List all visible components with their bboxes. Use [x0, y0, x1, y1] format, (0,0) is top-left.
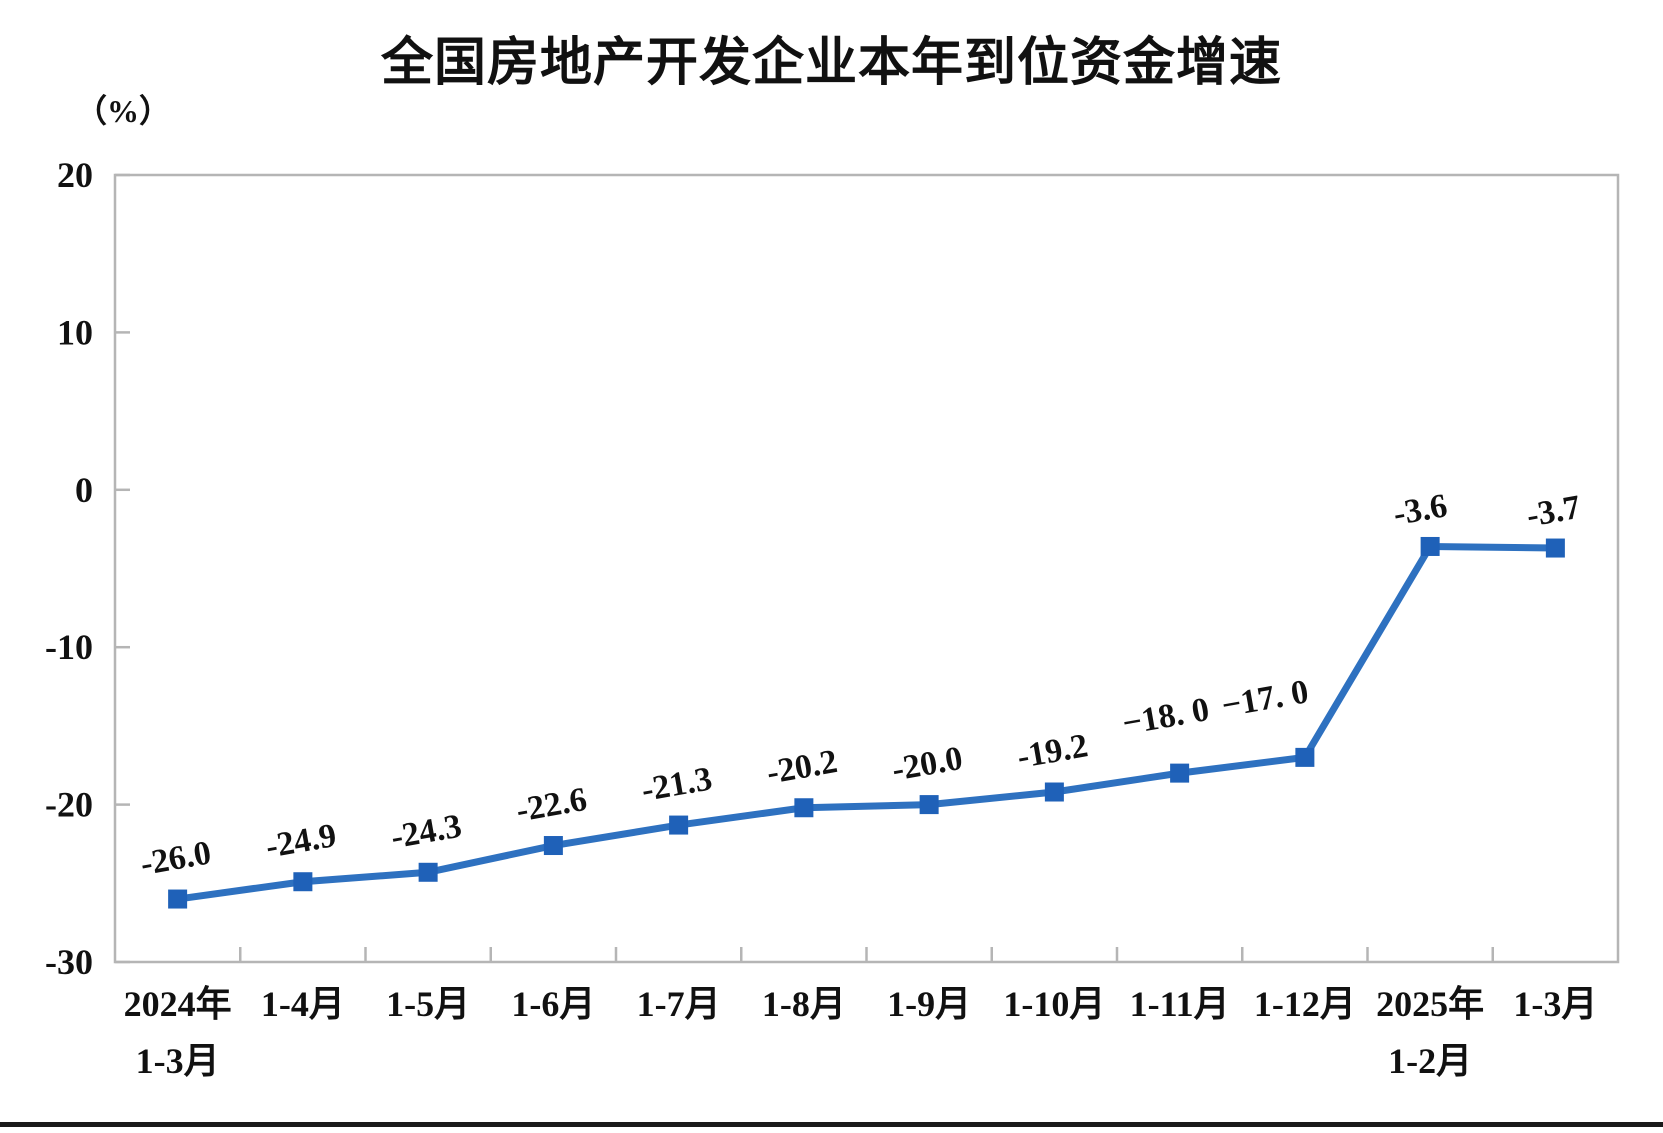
plot-border	[113, 173, 1620, 964]
data-point-label: -19.2	[1014, 727, 1090, 776]
data-series-line	[177, 542, 1556, 903]
data-point-label: -3.6	[1391, 487, 1450, 533]
data-point-label: -20.0	[889, 740, 965, 789]
data-point-label: -22.6	[513, 781, 589, 830]
data-point-label: -20.2	[764, 743, 840, 792]
data-point-marker	[1420, 536, 1440, 556]
x-tick-label: 1-3月	[1513, 984, 1597, 1024]
x-tick-label: 1-10月	[1003, 984, 1105, 1024]
x-tick-label: 1-12月	[1254, 984, 1356, 1024]
data-point-marker	[794, 798, 814, 818]
y-tick-label: -10	[45, 627, 93, 667]
y-tick-label: 20	[57, 155, 93, 195]
data-point-marker	[1044, 782, 1064, 802]
x-tick-label: 2024年	[124, 984, 232, 1024]
data-point-label: −18. 0	[1120, 691, 1212, 743]
data-point-marker	[1170, 763, 1190, 783]
data-point-marker	[1295, 747, 1315, 767]
data-point-marker	[168, 889, 188, 909]
x-tick-label: 1-9月	[887, 984, 971, 1024]
data-point-marker	[669, 815, 689, 835]
y-tick-label: -30	[45, 942, 93, 982]
data-point-marker	[543, 836, 563, 856]
data-point-label: -24.9	[263, 817, 339, 866]
y-axis-unit-label: （%）	[74, 93, 171, 129]
data-point-marker	[1545, 538, 1565, 558]
bottom-divider-rule	[0, 1122, 1663, 1127]
x-tick-label: 1-11月	[1130, 984, 1230, 1024]
data-point-label: -3.7	[1524, 489, 1583, 535]
x-tick-label: 1-2月	[1388, 1041, 1472, 1081]
y-tick-label: 10	[57, 312, 93, 352]
data-point-marker	[293, 872, 313, 892]
x-tick-label: 1-3月	[136, 1041, 220, 1081]
x-tick-label: 1-6月	[511, 984, 595, 1024]
data-point-label: -24.3	[388, 808, 464, 857]
y-tick-label: -20	[45, 785, 93, 825]
x-tick-label: 1-8月	[762, 984, 846, 1024]
data-point-marker	[418, 862, 438, 882]
y-tick-label: 0	[75, 470, 93, 510]
x-tick-label: 2025年	[1376, 984, 1484, 1024]
data-point-marker	[919, 795, 939, 815]
x-tick-label: 1-5月	[386, 984, 470, 1024]
x-tick-label: 1-7月	[637, 984, 721, 1024]
data-point-label: -21.3	[639, 760, 715, 809]
data-point-label: -26.0	[138, 834, 214, 883]
chart-title: 全国房地产开发企业本年到位资金增速	[380, 33, 1282, 93]
data-point-label: −17. 0	[1219, 673, 1311, 725]
x-tick-label: 1-4月	[261, 984, 345, 1024]
